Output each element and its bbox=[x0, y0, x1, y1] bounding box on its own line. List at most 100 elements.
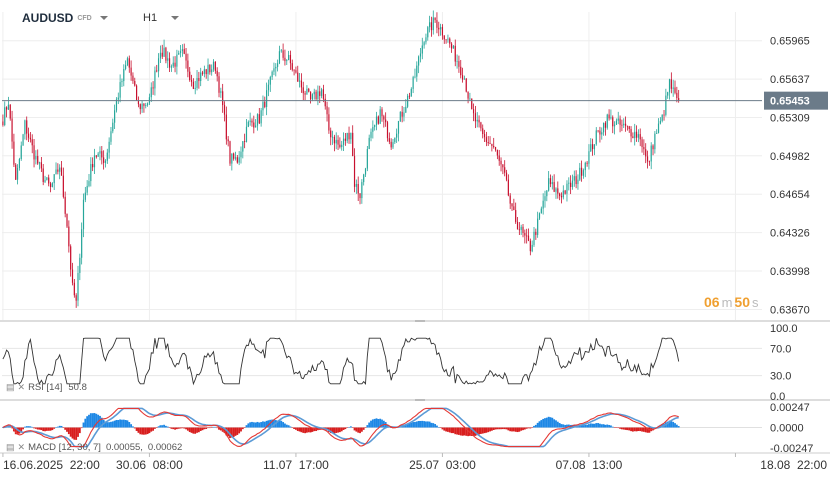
macd-histogram-bar bbox=[630, 427, 632, 432]
macd-histogram-bar bbox=[566, 424, 568, 428]
close-icon[interactable]: ✕ bbox=[17, 382, 26, 392]
close-icon[interactable]: ✕ bbox=[17, 442, 26, 452]
macd-histogram-bar bbox=[675, 424, 678, 428]
macd-histogram-bar bbox=[271, 419, 274, 428]
candle-body bbox=[621, 124, 623, 126]
macd-histogram-bar bbox=[22, 427, 24, 430]
macd-histogram-bar bbox=[498, 427, 501, 430]
macd-histogram-bar bbox=[425, 421, 427, 428]
candle-body bbox=[555, 188, 557, 192]
macd-histogram-bar bbox=[95, 413, 98, 428]
countdown-seconds-unit: s bbox=[752, 295, 759, 310]
price-tick-label: 0.64326 bbox=[770, 228, 810, 240]
candle-body bbox=[53, 174, 55, 184]
candle-body bbox=[472, 109, 475, 114]
macd-histogram-bar bbox=[485, 427, 488, 433]
macd-histogram-bar bbox=[207, 427, 209, 429]
candle-body bbox=[302, 87, 304, 94]
candle-body bbox=[141, 103, 143, 110]
candle-body bbox=[537, 218, 539, 235]
candle-body bbox=[538, 213, 541, 219]
macd-histogram-bar bbox=[199, 427, 202, 431]
macd-histogram-bar bbox=[540, 420, 543, 428]
macd-histogram-bar bbox=[390, 427, 393, 428]
candle-body bbox=[20, 145, 22, 160]
macd-histogram-bar bbox=[421, 420, 424, 428]
candle-body bbox=[656, 132, 658, 134]
macd-histogram-bar bbox=[589, 423, 592, 428]
candle-body bbox=[377, 116, 379, 124]
macd-histogram-bar bbox=[307, 427, 310, 433]
candle-body bbox=[613, 124, 616, 127]
candle-body bbox=[18, 159, 20, 168]
candle-body bbox=[300, 80, 303, 88]
macd-histogram-bar bbox=[470, 427, 473, 436]
candle-body bbox=[667, 92, 669, 96]
candle-body bbox=[592, 144, 594, 150]
symbol-selector[interactable]: AUDUSD CFD bbox=[22, 10, 108, 26]
candle-body bbox=[438, 27, 440, 30]
candle-body bbox=[641, 139, 643, 148]
time-tick-label: 16.06.2025 22:00 bbox=[3, 458, 100, 472]
macd-histogram-bar bbox=[260, 422, 263, 428]
candle-body bbox=[615, 120, 618, 125]
macd-histogram-bar bbox=[562, 424, 565, 428]
candle-body bbox=[434, 17, 436, 21]
candle-body bbox=[4, 107, 6, 126]
macd-histogram-bar bbox=[642, 427, 645, 432]
candle-body bbox=[121, 81, 123, 83]
candle-body bbox=[604, 122, 607, 128]
candle-body bbox=[251, 120, 253, 123]
candle-body bbox=[51, 183, 53, 187]
settings-icon[interactable]: ▤ bbox=[6, 382, 15, 392]
macd-histogram-bar bbox=[236, 427, 239, 435]
candle-body bbox=[383, 116, 385, 120]
macd-histogram-bar bbox=[373, 418, 376, 428]
candle-body bbox=[38, 162, 41, 164]
macd-histogram-bar bbox=[40, 427, 43, 431]
candle-body bbox=[586, 162, 588, 164]
candle-body bbox=[575, 176, 577, 185]
candle-body bbox=[568, 182, 570, 184]
macd-histogram-bar bbox=[432, 423, 435, 428]
macd-histogram-bar bbox=[229, 427, 231, 439]
candle-body bbox=[529, 240, 531, 252]
candle-body bbox=[13, 141, 15, 165]
candle-body bbox=[192, 81, 194, 89]
panel-dividers[interactable] bbox=[0, 320, 830, 454]
candle-body bbox=[132, 75, 134, 82]
candle-body bbox=[280, 50, 282, 52]
macd-histogram-bar bbox=[501, 427, 504, 430]
macd-histogram-bar bbox=[533, 425, 535, 428]
candle-body bbox=[161, 52, 163, 57]
macd-histogram-bar bbox=[188, 427, 191, 433]
macd-histogram-bar bbox=[80, 427, 83, 429]
candle-body bbox=[295, 70, 297, 73]
candle-body bbox=[211, 69, 213, 73]
candle-body bbox=[524, 232, 526, 236]
macd-histogram-bar bbox=[610, 425, 612, 428]
macd-histogram-bar bbox=[42, 427, 45, 432]
candle-body bbox=[566, 183, 568, 194]
candle-body bbox=[518, 229, 520, 231]
candle-body bbox=[429, 22, 431, 28]
macd-histogram-bar bbox=[439, 427, 442, 428]
macd-histogram-bar bbox=[238, 427, 241, 434]
candle-body bbox=[452, 45, 455, 49]
macd-histogram-bar bbox=[351, 427, 354, 428]
candle-body bbox=[225, 114, 227, 140]
macd-histogram-bar bbox=[73, 427, 76, 440]
candle-body bbox=[77, 272, 79, 301]
candle-body bbox=[650, 145, 652, 162]
candle-body bbox=[339, 144, 341, 148]
candle-body bbox=[626, 125, 628, 127]
candle-body bbox=[27, 133, 30, 138]
timeframe-selector[interactable]: H1 bbox=[143, 10, 180, 26]
settings-icon[interactable]: ▤ bbox=[6, 442, 15, 452]
price-tick-label: 0.63998 bbox=[770, 266, 810, 278]
macd-histogram-bar bbox=[122, 419, 125, 428]
macd-histogram-bar bbox=[185, 427, 187, 430]
macd-histogram-bar bbox=[25, 426, 28, 428]
candle-body bbox=[419, 53, 422, 57]
